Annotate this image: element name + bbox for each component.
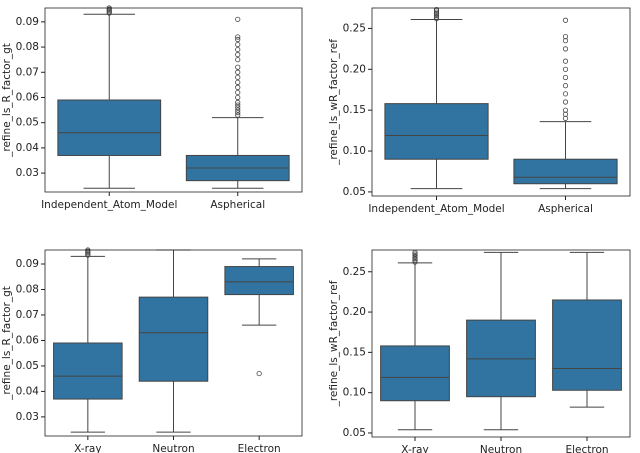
outlier: [562, 91, 569, 97]
box: [138, 296, 209, 382]
outlier: [235, 34, 241, 40]
outlier: [562, 34, 569, 40]
box: [552, 299, 622, 391]
x-tick-label: X-ray: [401, 444, 428, 453]
y-tick-label: 0.20: [343, 306, 366, 318]
plot-frame: [44, 7, 303, 193]
y-tick-label: 0.25: [343, 22, 366, 34]
outlier: [235, 74, 241, 80]
outlier: [562, 74, 569, 81]
y-tick-label: 0.15: [343, 346, 366, 358]
outlier: [433, 14, 440, 20]
outlier: [256, 370, 262, 377]
outlier: [433, 12, 440, 18]
outlier: [562, 107, 569, 113]
outlier: [412, 251, 418, 257]
y-tick-label: 0.07: [16, 66, 39, 78]
x-tick-label: Independent_Atom_Model: [368, 203, 504, 215]
outlier: [235, 57, 241, 63]
x-tick-label: Neutron: [480, 444, 522, 453]
outlier: [412, 259, 418, 265]
y-tick-label: 0.05: [343, 186, 366, 198]
box: [53, 342, 123, 400]
outlier: [412, 253, 418, 259]
y-tick-label: 0.03: [16, 411, 39, 423]
plot-frame: [371, 249, 631, 438]
y-tick-label: 0.10: [343, 145, 366, 157]
outlier: [412, 257, 418, 264]
box: [513, 158, 618, 185]
outlier: [235, 41, 241, 48]
y-tick-label: 0.05: [16, 117, 39, 129]
outlier: [235, 79, 241, 85]
outlier: [235, 84, 241, 90]
y-tick-label: 0.05: [16, 360, 39, 372]
x-tick-label: Aspherical: [210, 199, 265, 211]
y-axis-label: _refine_ls_wR_factor_ref: [328, 280, 340, 407]
y-tick-label: 0.06: [16, 91, 40, 103]
x-tick-label: X-ray: [74, 443, 101, 453]
outlier: [235, 110, 241, 116]
y-axis-label: _refine_ls_wR_factor_ref: [328, 39, 340, 166]
x-tick-label: Electron: [238, 443, 281, 453]
outlier: [235, 104, 241, 111]
x-tick-label: Neutron: [152, 443, 194, 453]
outlier: [235, 69, 241, 75]
outlier: [235, 107, 241, 113]
outlier: [562, 83, 569, 89]
box: [224, 266, 294, 296]
outlier: [433, 7, 440, 13]
outlier: [562, 58, 569, 64]
y-tick-label: 0.07: [16, 309, 39, 321]
outlier: [562, 66, 569, 72]
outlier: [562, 99, 569, 105]
outlier: [562, 17, 569, 23]
y-tick-label: 0.08: [16, 41, 39, 53]
x-tick-label: Electron: [565, 444, 608, 453]
y-axis-label: _refine_ls_R_factor_gt: [1, 286, 13, 401]
y-tick-label: 0.03: [16, 167, 39, 179]
outlier: [412, 254, 418, 260]
y-tick-label: 0.05: [343, 427, 366, 439]
outlier: [235, 46, 241, 53]
outlier: [235, 16, 241, 22]
y-tick-label: 0.09: [16, 258, 39, 270]
outlier: [235, 64, 241, 70]
y-tick-label: 0.09: [16, 16, 39, 28]
x-tick-label: Aspherical: [538, 203, 593, 215]
outlier: [235, 102, 241, 108]
outlier: [235, 36, 241, 43]
outlier: [433, 9, 440, 15]
box: [57, 99, 162, 156]
y-tick-label: 0.25: [343, 266, 366, 278]
outlier: [235, 94, 241, 101]
y-tick-label: 0.04: [16, 142, 40, 154]
y-tick-label: 0.15: [343, 104, 366, 116]
y-tick-label: 0.04: [16, 385, 40, 397]
y-tick-label: 0.20: [343, 63, 366, 75]
y-tick-label: 0.06: [16, 334, 40, 346]
box: [380, 345, 450, 402]
outlier: [433, 16, 440, 22]
y-tick-label: 0.08: [16, 283, 39, 295]
outlier: [235, 99, 241, 106]
outlier: [235, 89, 241, 96]
y-axis-label: _refine_ls_R_factor_gt: [1, 43, 13, 158]
x-tick-label: Independent_Atom_Model: [41, 199, 177, 211]
outlier: [235, 52, 241, 58]
y-tick-label: 0.10: [343, 387, 366, 399]
outlier: [235, 112, 241, 118]
outlier: [562, 46, 569, 52]
plot-frame: [44, 249, 303, 437]
box: [384, 103, 489, 160]
plot-frame: [371, 7, 631, 197]
outlier: [412, 256, 418, 262]
